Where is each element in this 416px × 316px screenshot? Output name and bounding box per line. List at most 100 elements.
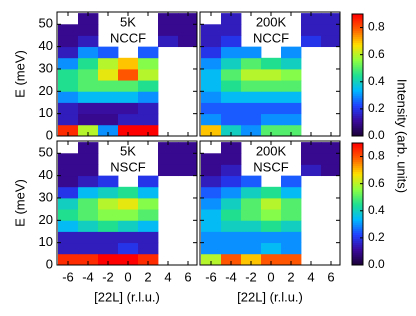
heatmap-cell	[201, 68, 222, 81]
heatmap-cell	[201, 175, 222, 188]
colorbar-swatch	[352, 195, 363, 199]
colorbar-swatch	[352, 54, 363, 58]
heatmap-cell	[78, 124, 99, 137]
heatmap-cell	[201, 124, 222, 137]
colorbar-swatch	[352, 14, 363, 17]
heatmap-cell	[261, 57, 282, 70]
heatmap-cell	[221, 153, 242, 165]
colorbar-swatch	[352, 18, 363, 21]
heatmap-cell	[201, 153, 222, 165]
x-tick-label: 2	[287, 269, 294, 284]
colorbar-swatch	[352, 159, 363, 162]
heatmap-cell	[118, 91, 139, 103]
heatmap-cell	[261, 197, 282, 210]
heatmap-cell	[241, 91, 262, 103]
heatmap-cell	[221, 231, 242, 244]
heatmap-cell	[98, 57, 119, 70]
panel-annotation: 200K	[256, 143, 287, 158]
heatmap-cell	[138, 253, 159, 266]
heatmap-cell	[178, 24, 198, 36]
heatmap-cell	[241, 197, 262, 210]
colorbar-swatch	[352, 68, 363, 72]
heatmap-cell	[261, 124, 282, 137]
y-tick-label: 50	[39, 16, 53, 31]
colorbar-swatch	[352, 119, 363, 123]
heatmap-cell	[281, 231, 302, 244]
colorbar-swatch	[352, 72, 363, 76]
colorbar-swatch	[352, 105, 363, 109]
heatmap-cell	[98, 220, 119, 232]
heatmap-cell	[78, 253, 99, 266]
colorbar-swatch	[352, 201, 363, 205]
colorbar-swatch	[352, 87, 363, 90]
heatmap-cell	[301, 164, 322, 177]
heatmap-cell	[98, 68, 119, 81]
heatmap-cell	[261, 68, 282, 81]
colorbar-swatch	[352, 101, 363, 104]
colorbar-swatch	[352, 179, 363, 183]
colorbar-swatch	[352, 129, 363, 133]
heatmap-cell	[98, 80, 119, 92]
colorbar-swatch	[352, 115, 363, 119]
heatmap-cell	[241, 46, 262, 59]
heatmap-cell	[261, 80, 282, 92]
heatmap-cell	[221, 242, 242, 255]
panel-frame	[56, 140, 198, 266]
colorbar-swatch	[352, 165, 363, 168]
heatmap-cell	[98, 186, 119, 199]
heatmap-cell	[58, 186, 79, 199]
heatmap-cell	[98, 113, 119, 126]
heatmap-cell	[301, 35, 322, 48]
colorbar-tick-label: 0.8	[368, 20, 385, 34]
x-tick-label: -2	[245, 269, 257, 284]
heatmap-cell	[158, 164, 179, 177]
heatmap-cell	[281, 102, 302, 115]
heatmap-cell	[138, 102, 159, 115]
heatmap-cell	[201, 164, 222, 177]
colorbar-swatch	[352, 22, 363, 25]
y-axis-label: E (meV)	[12, 179, 27, 227]
colorbar-swatch	[352, 191, 363, 195]
heatmap-cell	[221, 209, 242, 221]
heatmap-cell	[241, 175, 262, 188]
heatmap-cell	[221, 186, 242, 199]
colorbar-swatch	[352, 226, 363, 229]
colorbar-swatch	[352, 143, 363, 146]
heatmap-cell	[98, 197, 119, 210]
colorbar-swatch	[352, 260, 363, 264]
colorbar-swatch	[352, 103, 363, 106]
x-tick-label: 4	[164, 269, 171, 284]
colorbar-swatch	[352, 125, 363, 129]
y-tick-label: 30	[39, 189, 53, 204]
heatmap-cell	[58, 124, 79, 137]
heatmap-cell	[201, 35, 222, 48]
heatmap-cell	[138, 175, 159, 188]
panel-annotation: 5K	[120, 14, 136, 29]
heatmap-cell	[58, 231, 79, 244]
colorbar-swatch	[352, 232, 363, 235]
x-tick-label: 4	[307, 269, 314, 284]
heatmap-cell	[201, 242, 222, 255]
colorbar-swatch	[352, 107, 363, 111]
heatmap-cell	[78, 68, 99, 81]
heatmap-cell	[281, 113, 302, 126]
colorbar-swatch	[352, 79, 363, 82]
colorbar-swatch	[352, 83, 363, 86]
y-axis-label: E (meV)	[12, 50, 27, 98]
heatmap-cell	[98, 209, 119, 221]
heatmap-cell	[58, 80, 79, 92]
colorbar-swatch	[352, 64, 363, 68]
colorbar-swatch	[352, 161, 363, 164]
colorbar-swatch	[352, 111, 363, 115]
colorbar-swatch	[352, 185, 363, 189]
heatmap-cell	[201, 220, 222, 232]
colorbar-swatch	[352, 224, 363, 227]
heatmap-cell	[138, 57, 159, 70]
y-tick-label: 20	[39, 212, 53, 227]
heatmap-cell	[178, 35, 198, 48]
heatmap-cell	[241, 68, 262, 81]
heatmap-cell	[78, 164, 99, 177]
heatmap-cell	[138, 209, 159, 221]
colorbar-swatch	[352, 151, 363, 154]
